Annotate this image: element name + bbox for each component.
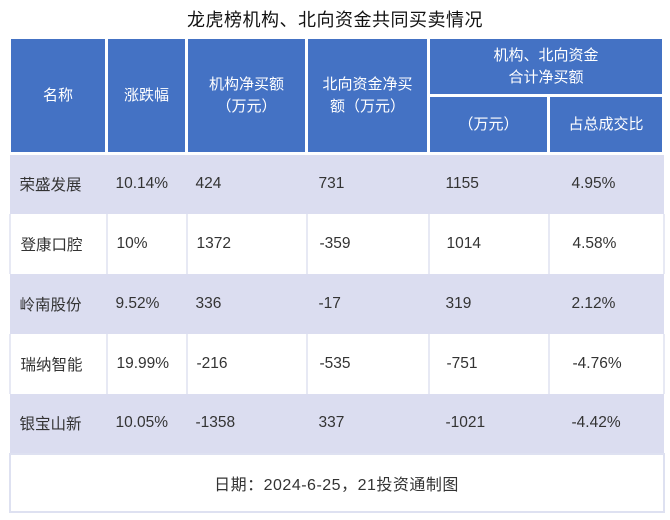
- table-row: 荣盛发展 10.14% 424 731 1155 4.95%: [9, 153, 664, 214]
- cell-stock-name: 登康口腔: [8, 213, 108, 274]
- table-header: 名称 涨跌幅 机构净买额 （万元） 北向资金净买 额（万元） 机构、北向资金 合…: [8, 36, 666, 155]
- cell-stock-name: 荣盛发展: [9, 153, 107, 214]
- cell-stock-name: 银宝山新: [9, 393, 107, 454]
- table-row: 登康口腔 10% 1372 -359 1014 4.58%: [8, 213, 665, 274]
- cell-stock-name: 岭南股份: [9, 273, 107, 334]
- cell-change: 19.99%: [105, 333, 188, 394]
- cell-combined-amount: -751: [427, 333, 550, 394]
- cell-institution-net: 336: [186, 273, 307, 334]
- cell-institution-net: -216: [185, 333, 308, 394]
- table-row: 银宝山新 10.05% -1358 337 -1021 -4.42%: [9, 393, 664, 454]
- table-footer-row: 日期：2024-6-25，21投资通制图: [8, 452, 665, 513]
- column-header-northbound-net: 北向资金净买 额（万元）: [305, 36, 430, 155]
- column-header-change: 涨跌幅: [105, 36, 188, 155]
- cell-institution-net: 1372: [185, 213, 308, 274]
- table-row: 岭南股份 9.52% 336 -17 319 2.12%: [9, 273, 664, 334]
- cell-combined-ratio: -4.76%: [547, 333, 665, 394]
- footer-date-note: 日期：2024-6-25，21投资通制图: [8, 452, 665, 513]
- cell-combined-amount: 1014: [427, 213, 550, 274]
- cell-northbound-net: -535: [305, 333, 430, 394]
- cell-combined-ratio: 2.12%: [548, 273, 664, 334]
- column-header-name: 名称: [8, 36, 108, 155]
- column-header-combined-group: 机构、北向资金 合计净买额: [426, 36, 666, 97]
- cell-northbound-net: -359: [305, 213, 430, 274]
- cell-northbound-net: 337: [306, 393, 429, 454]
- cell-northbound-net: -17: [306, 273, 429, 334]
- cell-combined-amount: -1021: [428, 393, 549, 454]
- cell-combined-amount: 1155: [428, 153, 549, 214]
- cell-combined-ratio: 4.58%: [547, 213, 665, 274]
- table-row: 瑞纳智能 19.99% -216 -535 -751 -4.76%: [8, 333, 665, 394]
- cell-combined-ratio: 4.95%: [548, 153, 664, 214]
- cell-institution-net: 424: [186, 153, 307, 214]
- cell-change: 10.05%: [106, 393, 187, 454]
- header-row-sub: （万元） 占总成交比: [10, 94, 666, 155]
- cell-change: 9.52%: [106, 273, 187, 334]
- cell-combined-ratio: -4.42%: [548, 393, 664, 454]
- page-title: 龙虎榜机构、北向资金共同买卖情况: [187, 10, 483, 30]
- column-header-combined-ratio: 占总成交比: [546, 94, 666, 155]
- cell-northbound-net: 731: [306, 153, 429, 214]
- column-header-institution-net: 机构净买额 （万元）: [185, 36, 308, 155]
- column-header-combined-amount: （万元）: [427, 94, 550, 155]
- data-table: 名称 涨跌幅 机构净买额 （万元） 北向资金净买 额（万元） 机构、北向资金 合…: [8, 36, 666, 513]
- cell-stock-name: 瑞纳智能: [8, 333, 108, 394]
- cell-combined-amount: 319: [428, 273, 549, 334]
- cell-change: 10.14%: [106, 153, 187, 214]
- cell-institution-net: -1358: [186, 393, 307, 454]
- cell-change: 10%: [105, 213, 188, 274]
- header-row-top: 名称 涨跌幅 机构净买额 （万元） 北向资金净买 额（万元） 机构、北向资金 合…: [8, 36, 666, 155]
